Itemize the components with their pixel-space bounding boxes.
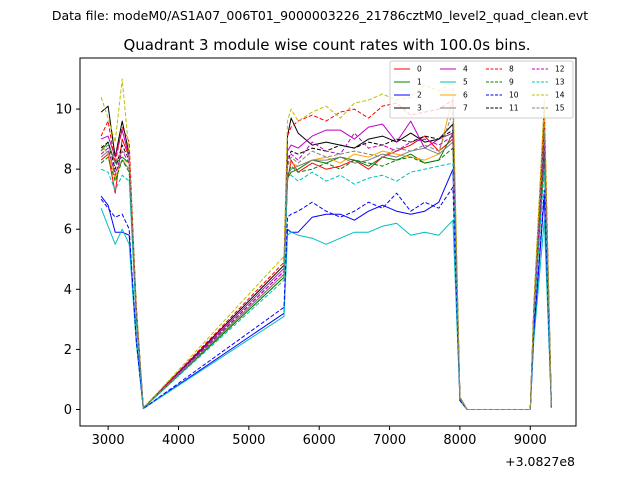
y-axis: 0 2 4 6 8 10 <box>55 103 80 418</box>
y-tick-label: 4 <box>64 283 72 298</box>
legend-label-4: 4 <box>463 65 468 74</box>
x-tick-label: 6000 <box>303 433 336 448</box>
series-line-15 <box>100 111 552 410</box>
y-tick-label: 2 <box>64 343 72 358</box>
y-tick-label: 8 <box>64 163 72 178</box>
x-tick-label: 9000 <box>514 433 547 448</box>
y-tick-label: 10 <box>55 103 72 118</box>
legend-label-3: 3 <box>417 104 422 113</box>
chart-suptitle: Data file: modeM0/AS1A07_006T01_90000032… <box>52 8 588 23</box>
legend-label-14: 14 <box>555 91 565 100</box>
plot-frame <box>79 57 577 427</box>
x-tick-label: 4000 <box>162 433 195 448</box>
legend-label-7: 7 <box>463 104 468 113</box>
series-line-11 <box>100 129 552 410</box>
x-tick-label: 7000 <box>373 433 406 448</box>
y-tick-label: 0 <box>64 403 72 418</box>
x-offset-text: +3.0827e8 <box>505 454 575 469</box>
legend-box <box>389 60 574 119</box>
legend-label-9: 9 <box>509 78 514 87</box>
x-tick-label: 8000 <box>443 433 476 448</box>
plot-area <box>100 78 552 410</box>
legend-label-11: 11 <box>509 104 519 113</box>
legend-label-0: 0 <box>417 65 422 74</box>
x-tick-label: 3000 <box>92 433 125 448</box>
y-tick-label: 6 <box>64 223 72 238</box>
series-line-10 <box>100 186 552 410</box>
x-tick-label: 5000 <box>232 433 265 448</box>
legend-label-13: 13 <box>555 78 565 87</box>
chart-title: Quadrant 3 module wise count rates with … <box>123 36 530 54</box>
legend-label-5: 5 <box>463 78 468 87</box>
legend-label-6: 6 <box>463 91 468 100</box>
legend-label-10: 10 <box>509 91 519 100</box>
legend-label-1: 1 <box>417 78 422 87</box>
legend-label-2: 2 <box>417 91 422 100</box>
legend-label-8: 8 <box>509 65 514 74</box>
legend-label-12: 12 <box>555 65 565 74</box>
x-axis: 3000 4000 5000 6000 7000 8000 9000 <box>92 426 547 448</box>
legend-label-15: 15 <box>555 104 565 113</box>
